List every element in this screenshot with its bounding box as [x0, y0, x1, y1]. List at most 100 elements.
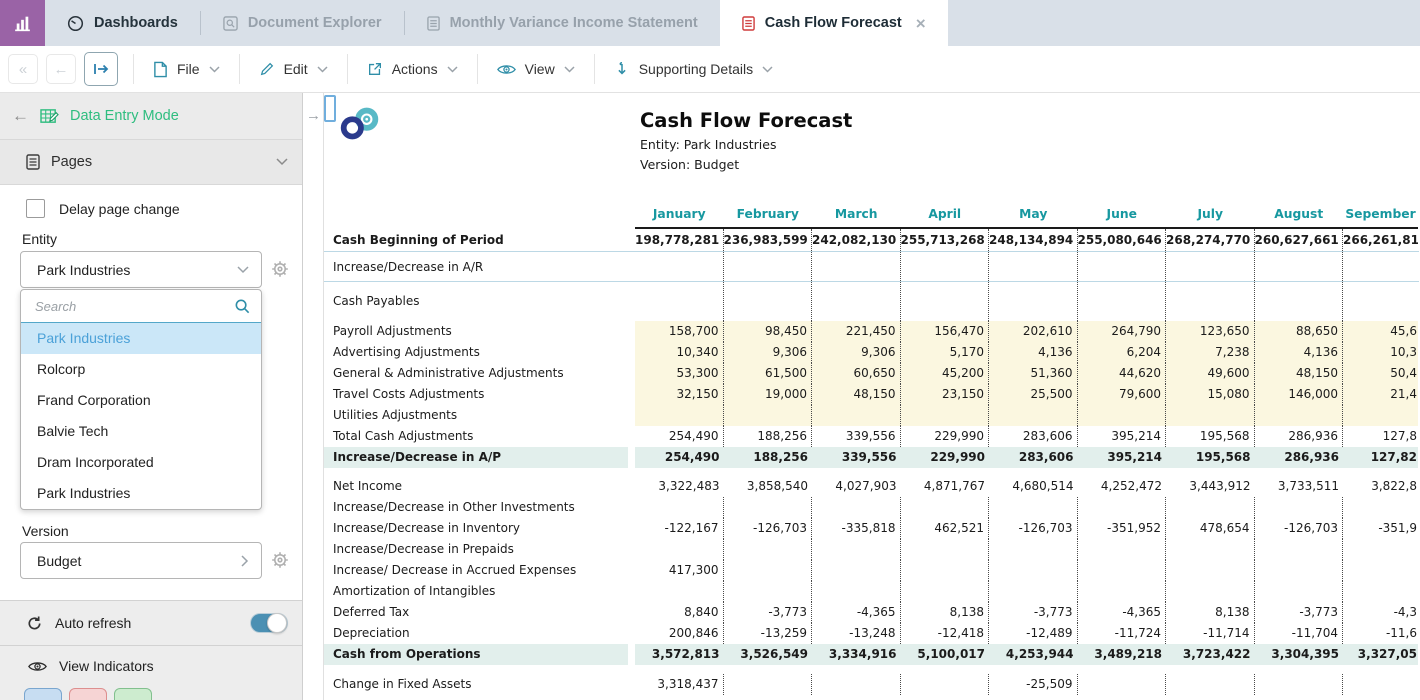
- table-cell[interactable]: 45,200: [900, 363, 989, 384]
- table-cell[interactable]: [989, 405, 1078, 426]
- entity-option[interactable]: Park Industries: [37, 485, 131, 501]
- version-gear-icon[interactable]: [270, 550, 290, 570]
- edit-menu[interactable]: Edit: [255, 61, 332, 77]
- table-cell[interactable]: 3,572,813: [635, 644, 724, 665]
- table-cell[interactable]: 3,723,422: [1166, 644, 1255, 665]
- table-cell[interactable]: 6,204: [1077, 342, 1166, 363]
- table-cell[interactable]: [901, 539, 989, 560]
- table-cell[interactable]: [1166, 497, 1255, 518]
- table-cell[interactable]: 5,100,017: [900, 644, 989, 665]
- table-cell[interactable]: -126,703: [989, 518, 1078, 539]
- table-cell[interactable]: [1343, 539, 1418, 560]
- table-cell[interactable]: 242,082,130: [812, 229, 901, 251]
- table-cell[interactable]: 158,700: [635, 321, 724, 342]
- table-cell[interactable]: 156,470: [900, 321, 989, 342]
- table-cell[interactable]: 60,650: [812, 363, 901, 384]
- table-cell[interactable]: 88,650: [1254, 321, 1343, 342]
- table-cell[interactable]: [1166, 282, 1255, 321]
- table-cell[interactable]: [1078, 581, 1166, 602]
- table-cell[interactable]: -3,773: [1255, 602, 1343, 623]
- table-cell[interactable]: 266,261,81: [1343, 233, 1418, 247]
- tab-cash-flow-forecast[interactable]: Cash Flow Forecast ×: [719, 0, 948, 46]
- entity-option[interactable]: Rolcorp: [37, 361, 86, 377]
- table-cell[interactable]: 260,627,661: [1255, 229, 1343, 251]
- table-cell[interactable]: [1343, 674, 1418, 695]
- table-cell[interactable]: -351,9: [1378, 521, 1417, 535]
- table-cell[interactable]: [989, 282, 1078, 321]
- entity-option[interactable]: Frand Corporation: [37, 392, 151, 408]
- table-cell[interactable]: [1166, 560, 1255, 581]
- table-cell[interactable]: 127,8: [1382, 429, 1417, 443]
- table-cell[interactable]: [989, 581, 1078, 602]
- table-cell[interactable]: 4,871,767: [923, 479, 985, 493]
- table-cell[interactable]: [812, 282, 901, 321]
- tab-document-explorer[interactable]: Document Explorer: [201, 0, 404, 46]
- table-cell[interactable]: [724, 282, 812, 321]
- table-cell[interactable]: 79,600: [1077, 384, 1166, 405]
- table-cell[interactable]: 283,606: [989, 426, 1078, 447]
- nav-back-button[interactable]: ←: [46, 54, 76, 84]
- table-cell[interactable]: 195,568: [1166, 447, 1255, 468]
- table-cell[interactable]: -11,714: [1166, 623, 1255, 644]
- table-cell[interactable]: 25,500: [989, 384, 1078, 405]
- table-cell[interactable]: [901, 581, 989, 602]
- pages-section-header[interactable]: Pages: [0, 140, 302, 185]
- table-cell[interactable]: [1255, 539, 1343, 560]
- table-cell[interactable]: -4,365: [812, 602, 901, 623]
- indicator-button-green[interactable]: [114, 688, 152, 700]
- entity-option[interactable]: Dram Incorporated: [37, 454, 154, 470]
- table-cell[interactable]: [1255, 497, 1343, 518]
- table-cell[interactable]: 200,846: [635, 623, 724, 644]
- table-cell[interactable]: [812, 539, 901, 560]
- table-cell[interactable]: 123,650: [1166, 321, 1255, 342]
- table-cell[interactable]: 10,340: [635, 342, 724, 363]
- splitter-arrow-icon[interactable]: →: [306, 107, 321, 124]
- table-cell[interactable]: 21,4: [1343, 384, 1418, 405]
- table-cell[interactable]: [635, 252, 724, 281]
- table-cell[interactable]: -4,3: [1393, 605, 1417, 619]
- table-cell[interactable]: 4,253,944: [989, 644, 1078, 665]
- table-cell[interactable]: -335,818: [812, 518, 901, 539]
- table-cell[interactable]: 4,136: [989, 342, 1078, 363]
- table-cell[interactable]: [901, 674, 989, 695]
- table-cell[interactable]: 127,82: [1343, 447, 1418, 468]
- table-cell[interactable]: [1254, 405, 1343, 426]
- table-cell[interactable]: -3,773: [989, 602, 1078, 623]
- tab-dashboards[interactable]: Dashboards: [45, 0, 200, 46]
- delay-page-change-checkbox[interactable]: [26, 199, 45, 218]
- table-cell[interactable]: [901, 560, 989, 581]
- table-cell[interactable]: [1078, 674, 1166, 695]
- search-input[interactable]: [33, 297, 234, 315]
- table-cell[interactable]: 462,521: [901, 518, 989, 539]
- search-icon[interactable]: [234, 298, 251, 315]
- table-cell[interactable]: 7,238: [1166, 342, 1255, 363]
- table-cell[interactable]: 32,150: [635, 384, 724, 405]
- table-cell[interactable]: [1343, 581, 1418, 602]
- table-cell[interactable]: [901, 282, 989, 321]
- entity-dropdown[interactable]: Park Industries: [20, 251, 262, 288]
- table-cell[interactable]: 10,3: [1343, 342, 1418, 363]
- table-cell[interactable]: 3,489,218: [1077, 644, 1166, 665]
- table-cell[interactable]: 8,138: [901, 602, 989, 623]
- table-cell[interactable]: -3,773: [724, 602, 812, 623]
- table-cell[interactable]: -126,703: [724, 518, 812, 539]
- table-cell[interactable]: 3,318,437: [635, 674, 724, 695]
- table-cell[interactable]: [724, 674, 812, 695]
- table-cell[interactable]: 45,6: [1343, 321, 1418, 342]
- table-cell[interactable]: 202,610: [989, 321, 1078, 342]
- table-cell[interactable]: [1255, 674, 1343, 695]
- auto-refresh-toggle[interactable]: [250, 613, 288, 633]
- table-cell[interactable]: [900, 405, 989, 426]
- table-cell[interactable]: [635, 282, 724, 321]
- table-cell[interactable]: [1343, 405, 1418, 426]
- table-cell[interactable]: [1343, 252, 1418, 281]
- table-cell[interactable]: [635, 581, 724, 602]
- table-cell[interactable]: [635, 539, 724, 560]
- table-cell[interactable]: 268,274,770: [1166, 229, 1255, 251]
- entity-gear-icon[interactable]: [270, 259, 290, 279]
- table-cell[interactable]: -12,489: [989, 623, 1078, 644]
- table-cell[interactable]: [1077, 405, 1166, 426]
- table-cell[interactable]: -11,704: [1255, 623, 1343, 644]
- table-cell[interactable]: [1255, 581, 1343, 602]
- indicator-button-red[interactable]: [69, 688, 107, 700]
